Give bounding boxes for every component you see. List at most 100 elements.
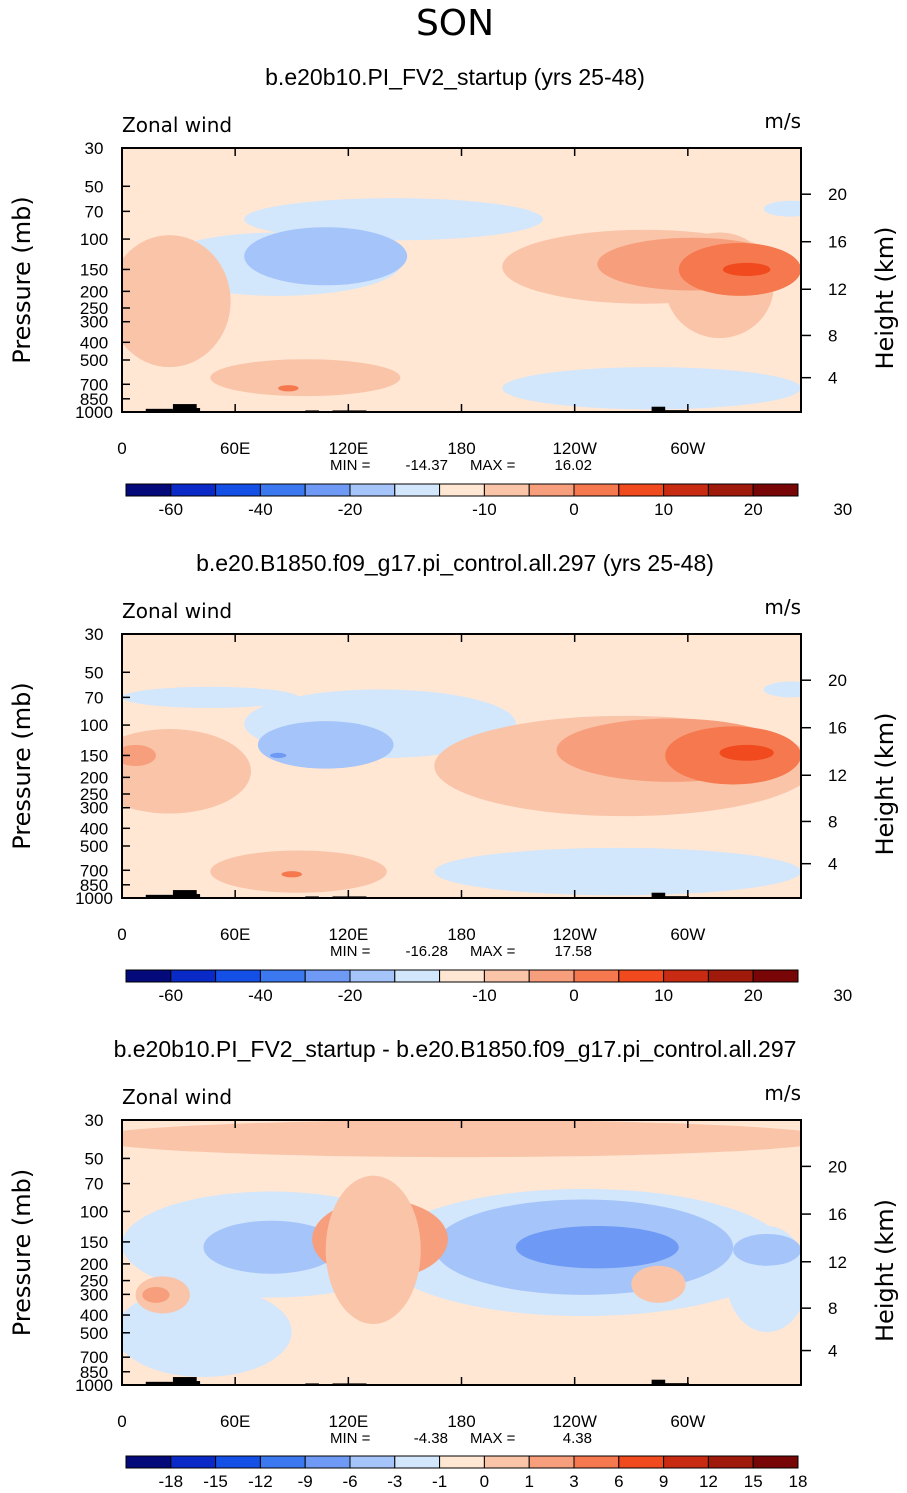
chart-panel-3: b.e20b10.PI_FV2_startup - b.e20.B1850.f0… — [8, 1036, 899, 1491]
pressure-tick-label: 150 — [80, 746, 108, 765]
contour-region — [122, 1120, 801, 1158]
colorbar-label: 10 — [654, 986, 673, 1005]
colorbar-label: 10 — [654, 500, 673, 519]
pressure-tick-label: 500 — [80, 837, 108, 856]
colorbar-swatch — [394, 1455, 441, 1469]
colorbar-swatch — [752, 483, 799, 497]
colorbar-swatch — [215, 969, 261, 983]
colorbar-swatch — [528, 1455, 575, 1469]
chart-panel-1: b.e20b10.PI_FV2_startup (yrs 25-48) Zonal… — [8, 64, 899, 519]
x-tick-label: 0 — [117, 1412, 126, 1431]
colorbar-swatch — [439, 969, 485, 983]
colorbar-swatch — [707, 969, 754, 983]
x-tick-label: 120W — [552, 1412, 596, 1431]
colorbar-swatch — [125, 969, 172, 983]
colorbar-swatch — [304, 969, 351, 983]
colorbar-swatch — [483, 483, 530, 497]
units-label: m/s — [764, 109, 801, 133]
variable-label: Zonal wind — [122, 113, 232, 137]
pressure-tick-label: 500 — [80, 1324, 108, 1343]
colorbar-label: -60 — [159, 500, 184, 519]
topography-bar — [145, 408, 173, 412]
pressure-tick-label: 30 — [85, 139, 104, 158]
height-tick-label: 12 — [828, 1253, 847, 1272]
contour-region — [763, 681, 801, 698]
colorbar-label: -15 — [203, 1472, 228, 1491]
page-title: SON — [416, 3, 494, 44]
min-label: MIN = — [330, 1430, 371, 1447]
pressure-tick-label: 150 — [80, 260, 108, 279]
height-tick-label: 4 — [828, 1342, 837, 1361]
colorbar-label: 30 — [833, 986, 852, 1005]
colorbar-label: 0 — [480, 1472, 489, 1491]
chart-panel-2: b.e20.B1850.f09_g17.pi_control.all.297 (… — [8, 550, 899, 1005]
height-tick-label: 16 — [828, 719, 847, 738]
topography-bar — [189, 894, 201, 898]
pressure-tick-label: 400 — [80, 333, 108, 352]
height-tick-label: 4 — [828, 369, 837, 388]
contour-region — [515, 1226, 679, 1269]
min-label: MIN = — [330, 457, 371, 474]
colorbar-swatch — [259, 969, 306, 983]
colorbar-label: 9 — [659, 1472, 668, 1491]
colorbar-swatch — [259, 1455, 306, 1469]
colorbar-swatch — [707, 1455, 754, 1469]
max-label: MAX = — [470, 1430, 516, 1447]
height-tick-label: 20 — [828, 185, 847, 204]
panel-title: b.e20b10.PI_FV2_startup - b.e20.B1850.f0… — [114, 1036, 797, 1062]
x-tick-label: 180 — [447, 439, 475, 458]
contour-field — [122, 1120, 801, 1385]
y-axis-label: Pressure (mb) — [8, 682, 36, 849]
pressure-tick-label: 250 — [80, 299, 108, 318]
colorbar-label: 30 — [833, 500, 852, 519]
colorbar-label: 20 — [744, 500, 763, 519]
colorbar-label: -20 — [338, 986, 363, 1005]
colorbar-label: -18 — [159, 1472, 184, 1491]
y2-axis-label: Height (km) — [871, 713, 899, 856]
contour-region — [122, 744, 156, 766]
y-axis-label: Pressure (mb) — [8, 196, 36, 363]
colorbar-swatch — [215, 1455, 261, 1469]
colorbar-swatch — [573, 969, 620, 983]
min-label: MIN = — [330, 943, 371, 960]
colorbar-label: 15 — [744, 1472, 763, 1491]
pressure-tick-label: 250 — [80, 1272, 108, 1291]
height-tick-label: 8 — [828, 326, 837, 345]
colorbar-swatch — [618, 483, 665, 497]
colorbar-swatch — [304, 1455, 351, 1469]
x-tick-label: 180 — [447, 1412, 475, 1431]
colorbar-swatch — [170, 483, 217, 497]
pressure-tick-label: 700 — [80, 1348, 108, 1367]
pressure-tick-label: 150 — [80, 1233, 108, 1252]
contour-field — [122, 634, 801, 898]
colorbar-swatch — [663, 1455, 709, 1469]
colorbar-swatch — [439, 1455, 485, 1469]
topography-bar — [172, 1377, 197, 1385]
topography-bar — [172, 404, 197, 412]
x-tick-label: 120E — [328, 925, 368, 944]
min-value: -14.37 — [405, 457, 448, 474]
topography-bar — [651, 406, 666, 412]
colorbar-label: 0 — [569, 986, 578, 1005]
colorbar: -60 -40 -20 -10 0 10 20 30 — [125, 969, 852, 1005]
colorbar-swatch — [618, 1455, 665, 1469]
x-tick-label: 60W — [670, 925, 705, 944]
x-tick-label: 120E — [328, 1412, 368, 1431]
topography-bar — [145, 894, 173, 898]
topography-bar — [651, 892, 666, 898]
units-label: m/s — [764, 595, 801, 619]
pressure-tick-label: 700 — [80, 861, 108, 880]
contour-region — [733, 1233, 801, 1266]
x-tick-label: 0 — [117, 439, 126, 458]
height-tick-label: 16 — [828, 233, 847, 252]
pressure-tick-label: 1000 — [75, 403, 113, 422]
pressure-tick-label: 200 — [80, 768, 108, 787]
contour-region — [122, 686, 299, 708]
x-tick-label: 60E — [220, 1412, 250, 1431]
colorbar-label: -40 — [248, 986, 273, 1005]
max-label: MAX = — [470, 457, 516, 474]
contour-region — [763, 200, 801, 217]
pressure-tick-label: 300 — [80, 1285, 108, 1304]
colorbar-label: 6 — [614, 1472, 623, 1491]
